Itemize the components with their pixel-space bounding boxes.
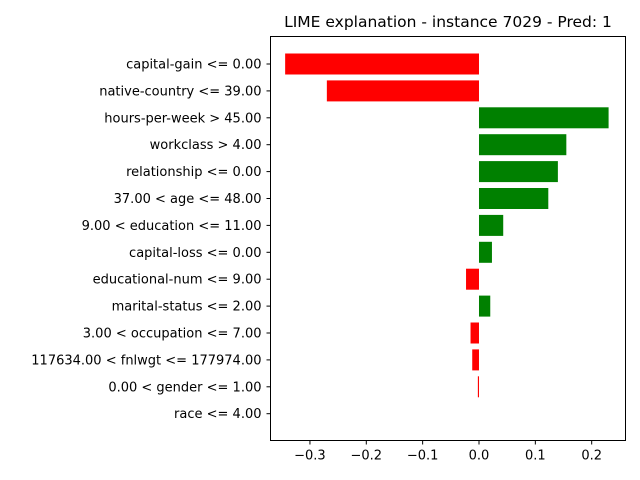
- bar-3: [478, 134, 567, 156]
- x-tick-label: 0.1: [525, 449, 546, 464]
- x-tick-label: 0.2: [581, 449, 602, 464]
- y-tick-label: 9.00 < education <= 11.00: [82, 219, 262, 234]
- bar-1: [326, 80, 479, 102]
- y-tick-label: race <= 4.00: [174, 407, 261, 422]
- y-tick-label: 0.00 < gender <= 1.00: [108, 380, 261, 395]
- bar-12: [477, 376, 479, 398]
- y-tick-label: capital-loss <= 0.00: [129, 246, 261, 261]
- y-tick-label: capital-gain <= 0.00: [126, 58, 261, 73]
- plot-frame: [270, 36, 626, 441]
- x-tick-label: −0.2: [351, 449, 383, 464]
- bar-2: [478, 107, 609, 129]
- chart-title: LIME explanation - instance 7029 - Pred:…: [284, 13, 612, 31]
- bar-5: [478, 188, 549, 209]
- y-tick-label: marital-status <= 2.00: [112, 300, 262, 315]
- y-tick-label: hours-per-week > 45.00: [104, 111, 261, 126]
- y-tick-label: workclass > 4.00: [150, 138, 262, 153]
- bars-layer: [285, 53, 609, 398]
- y-tick-label: 3.00 < occupation <= 7.00: [83, 327, 262, 342]
- y-tick-label: relationship <= 0.00: [126, 165, 261, 180]
- x-tick-label: −0.3: [294, 449, 326, 464]
- y-tick-label: 37.00 < age <= 48.00: [114, 192, 262, 207]
- x-axis: −0.3 −0.2 −0.1 0.0 0.1 0.2: [294, 440, 602, 464]
- bar-6: [478, 214, 504, 236]
- y-tick-label: 117634.00 < fnlwgt <= 177974.00: [31, 353, 261, 368]
- y-axis: capital-gain <= 0.00 native-country <= 39…: [31, 58, 271, 422]
- x-tick-label: 0.0: [469, 449, 490, 464]
- bar-11: [472, 349, 479, 371]
- bar-10: [470, 322, 479, 344]
- y-tick-label: educational-num <= 9.00: [93, 273, 262, 288]
- y-tick-label: native-country <= 39.00: [99, 84, 261, 99]
- x-tick-label: −0.1: [407, 449, 439, 464]
- bar-7: [478, 241, 492, 263]
- bar-9: [478, 295, 491, 317]
- bar-0: [285, 53, 479, 75]
- bar-8: [466, 268, 479, 290]
- bar-4: [478, 161, 558, 183]
